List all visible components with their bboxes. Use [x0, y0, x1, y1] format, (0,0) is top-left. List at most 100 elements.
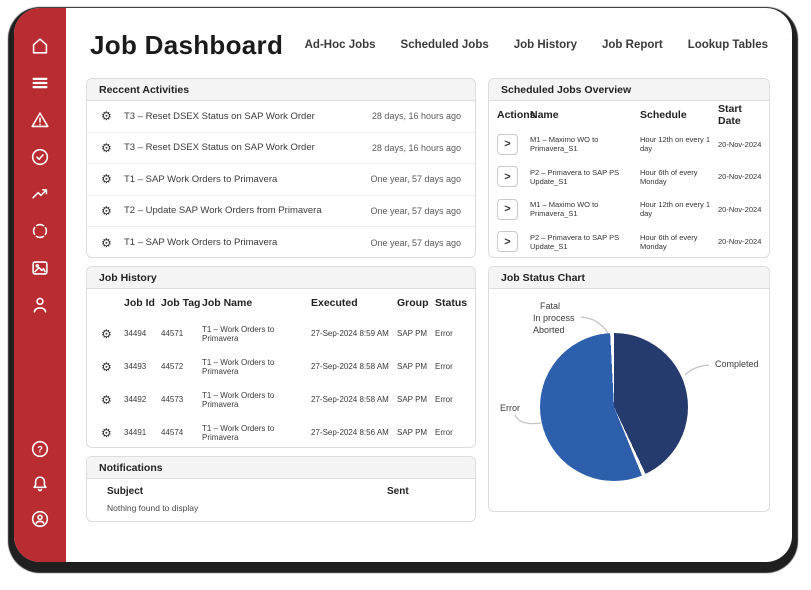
cell-status: Error — [435, 395, 453, 404]
integration-icon[interactable] — [28, 219, 52, 243]
account-icon[interactable] — [28, 507, 52, 531]
gear-icon[interactable]: ⚙ — [101, 140, 112, 155]
pie-slice-label-in-process: In process — [533, 313, 575, 323]
job-status-chart-title: Job Status Chart — [489, 267, 769, 289]
cell-job-tag: 44573 — [161, 395, 184, 404]
scheduled-jobs-header-row: Actions Name Schedule Start Date — [489, 101, 769, 128]
job-name: P2 – Primavera to SAP PS Update_S1 — [530, 232, 620, 251]
main-content: Job Dashboard Ad-Hoc Jobs Scheduled Jobs… — [66, 8, 792, 562]
trending-up-icon[interactable] — [28, 182, 52, 206]
home-icon[interactable] — [28, 34, 52, 58]
recent-activity-row[interactable]: ⚙ T1 – SAP Work Orders to Primavera One … — [87, 227, 475, 257]
recent-activity-row[interactable]: ⚙ T3 – Reset DSEX Status on SAP Work Ord… — [87, 101, 475, 133]
top-nav: Ad-Hoc Jobs Scheduled Jobs Job History J… — [305, 39, 770, 51]
warning-icon[interactable] — [28, 108, 52, 132]
scheduled-jobs-panel: Scheduled Jobs Overview Actions Name Sch… — [488, 78, 770, 258]
page-title: Job Dashboard — [90, 29, 284, 60]
help-icon[interactable]: ? — [28, 437, 52, 461]
cell-group: SAP PM — [397, 395, 428, 404]
gear-icon[interactable]: ⚙ — [101, 172, 112, 187]
expand-job-button[interactable]: > — [497, 231, 518, 253]
gear-icon[interactable]: ⚙ — [101, 392, 112, 407]
cell-job-tag: 44572 — [161, 362, 184, 371]
notifications-panel: Notifications Subject Sent Nothing found… — [86, 456, 476, 522]
recent-activity-row[interactable]: ⚙ T3 – Reset DSEX Status on SAP Work Ord… — [87, 133, 475, 164]
activity-name: T2 – Update SAP Work Orders from Primave… — [124, 205, 322, 217]
recent-activities-list: ⚙ T3 – Reset DSEX Status on SAP Work Ord… — [87, 101, 475, 257]
notifications-title: Notifications — [87, 457, 475, 479]
column-header-job-tag: Job Tag — [161, 297, 201, 309]
bell-icon[interactable] — [28, 472, 52, 496]
job-schedule: Hour 6th of every Monday — [640, 232, 698, 251]
cell-job-id: 34493 — [124, 362, 147, 371]
scheduled-jobs-title: Scheduled Jobs Overview — [489, 79, 769, 101]
user-icon[interactable] — [28, 293, 52, 317]
job-history-row: ⚙ 34491 44574 T1 – Work Orders to Primav… — [87, 416, 475, 447]
column-header-schedule: Schedule — [640, 108, 687, 121]
cell-status: Error — [435, 329, 453, 338]
column-header-executed: Executed — [311, 297, 358, 309]
job-history-row: ⚙ 34493 44572 T1 – Work Orders to Primav… — [87, 350, 475, 383]
svg-text:?: ? — [37, 444, 43, 454]
cell-status: Error — [435, 428, 453, 437]
cell-job-tag: 44574 — [161, 428, 184, 437]
cell-executed: 27-Sep-2024 8:58 AM — [311, 395, 389, 404]
scheduled-job-row: > P2 – Primavera to SAP PS Update_S1 Hou… — [489, 161, 769, 194]
gear-icon[interactable]: ⚙ — [101, 203, 112, 218]
activity-name: T1 – SAP Work Orders to Primavera — [124, 173, 278, 185]
job-history-row: ⚙ 34492 44573 T1 – Work Orders to Primav… — [87, 383, 475, 416]
recent-activity-row[interactable]: ⚙ T2 – Update SAP Work Orders from Prima… — [87, 196, 475, 227]
gear-icon[interactable]: ⚙ — [101, 425, 112, 440]
job-start-date: 20-Nov-2024 — [718, 172, 762, 182]
column-header-sent: Sent — [387, 485, 409, 497]
check-circle-icon[interactable] — [28, 145, 52, 169]
activity-time: 28 days, 16 hours ago — [371, 142, 461, 153]
cell-group: SAP PM — [397, 329, 428, 338]
column-header-name: Name — [530, 108, 559, 121]
job-schedule: Hour 12th on every 1 day — [640, 200, 711, 219]
expand-job-button[interactable]: > — [497, 133, 518, 155]
gear-icon[interactable]: ⚙ — [101, 109, 112, 124]
job-start-date: 20-Nov-2024 — [718, 139, 762, 149]
image-icon[interactable] — [28, 256, 52, 280]
recent-activities-panel: Reccent Activities ⚙ T3 – Reset DSEX Sta… — [86, 78, 476, 258]
nav-link[interactable]: Scheduled Jobs — [400, 39, 489, 51]
gear-icon[interactable]: ⚙ — [101, 359, 112, 374]
nav-link[interactable]: Ad-Hoc Jobs — [304, 39, 376, 51]
nav-link[interactable]: Lookup Tables — [687, 39, 768, 51]
cell-executed: 27-Sep-2024 8:59 AM — [311, 329, 389, 338]
gear-icon[interactable]: ⚙ — [101, 326, 112, 341]
column-header-start-date: Start Date — [718, 102, 742, 127]
activity-time: One year, 57 days ago — [370, 205, 461, 216]
nav-link[interactable]: Job Report — [602, 39, 663, 51]
column-header-actions: Actions — [497, 108, 536, 121]
cell-job-id: 34491 — [124, 428, 147, 437]
header: Job Dashboard Ad-Hoc Jobs Scheduled Jobs… — [86, 26, 770, 64]
activity-time: 28 days, 16 hours ago — [371, 111, 461, 122]
job-start-date: 20-Nov-2024 — [718, 237, 762, 247]
pie-chart — [540, 333, 688, 481]
cell-job-id: 34492 — [124, 395, 147, 404]
menu-icon[interactable] — [28, 71, 52, 95]
gear-icon[interactable]: ⚙ — [101, 235, 112, 250]
recent-activity-row[interactable]: ⚙ T1 – SAP Work Orders to Primavera One … — [87, 164, 475, 196]
job-name: P2 – Primavera to SAP PS Update_S1 — [530, 167, 620, 186]
column-header-group: Group — [397, 297, 429, 309]
cell-job-tag: 44571 — [161, 329, 184, 338]
cell-status: Error — [435, 362, 453, 371]
cell-job-name: T1 – Work Orders to Primavera — [202, 357, 275, 376]
job-status-chart: Fatal In process Aborted Completed Error — [489, 289, 769, 511]
nav-link[interactable]: Job History — [513, 39, 577, 51]
app-window: ? Job Dashboard Ad-Hoc Jobs Scheduled Jo… — [14, 8, 792, 562]
expand-job-button[interactable]: > — [497, 166, 518, 188]
activity-time: One year, 57 days ago — [370, 174, 461, 185]
cell-job-id: 34494 — [124, 329, 147, 338]
job-name: M1 – Maximo WO to Primavera_S1 — [530, 135, 599, 154]
pie-slice-label-error: Error — [500, 403, 520, 413]
scheduled-jobs-rows: > M1 – Maximo WO to Primavera_S1 Hour 12… — [489, 128, 769, 257]
cell-job-name: T1 – Work Orders to Primavera — [202, 423, 275, 442]
pie-slice-label-group: Fatal In process Aborted — [533, 300, 575, 336]
expand-job-button[interactable]: > — [497, 198, 518, 220]
column-header-status: Status — [435, 297, 468, 309]
job-history-title: Job History — [87, 267, 475, 289]
